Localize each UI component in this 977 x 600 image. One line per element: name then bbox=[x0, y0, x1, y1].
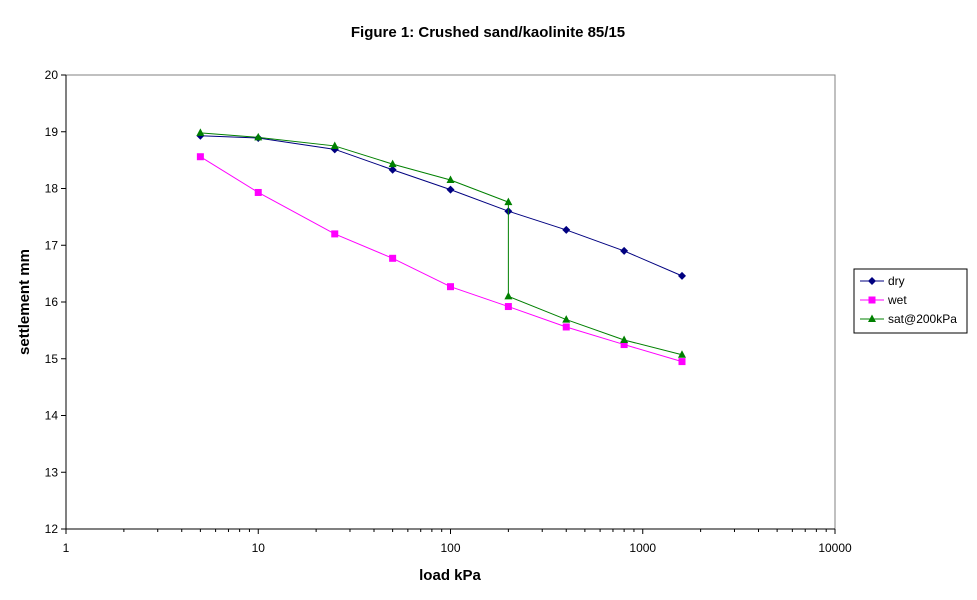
chart-title: Figure 1: Crushed sand/kaolinite 85/15 bbox=[351, 24, 625, 41]
legend-marker bbox=[868, 314, 876, 322]
legend-marker bbox=[868, 296, 876, 304]
data-point bbox=[446, 185, 455, 194]
legend-marker bbox=[868, 277, 876, 285]
data-point bbox=[447, 283, 454, 291]
data-point bbox=[504, 303, 512, 311]
series-line bbox=[200, 132, 683, 356]
legend-label: dry bbox=[888, 274, 905, 288]
data-point bbox=[677, 271, 686, 280]
data-point bbox=[620, 335, 629, 344]
data-point bbox=[504, 291, 513, 300]
data-point bbox=[562, 323, 570, 331]
x-tick-label: 1 bbox=[63, 541, 70, 555]
data-point bbox=[330, 141, 339, 149]
plot-area bbox=[65, 74, 836, 530]
legend-label: sat@200kPa bbox=[888, 312, 957, 326]
axes: 12 13 14 15 16 17 18 19 20 1 10 100 1000 10000 bbox=[45, 68, 852, 555]
series-dry bbox=[196, 131, 686, 280]
y-axis-label: settlement mm bbox=[16, 249, 33, 355]
data-point bbox=[620, 246, 629, 255]
x-tick-label: 10 bbox=[252, 541, 266, 555]
x-axis-label: load kPa bbox=[419, 567, 481, 584]
y-tick-label: 15 bbox=[45, 352, 59, 366]
y-tick-label: 20 bbox=[45, 68, 59, 82]
x-tick-label: 1000 bbox=[629, 541, 656, 555]
data-point bbox=[504, 197, 513, 206]
y-tick-label: 13 bbox=[45, 465, 59, 479]
data-point bbox=[196, 153, 204, 161]
data-point bbox=[446, 175, 455, 183]
legend-label: wet bbox=[887, 293, 907, 307]
legend: dry wet sat@200kPa bbox=[853, 268, 968, 334]
y-tick-label: 17 bbox=[45, 238, 59, 252]
y-tick-label: 14 bbox=[45, 409, 59, 423]
legend-item: sat@200kPa bbox=[860, 312, 957, 326]
data-point bbox=[678, 358, 686, 366]
y-tick-label: 12 bbox=[45, 522, 59, 536]
data-point bbox=[388, 165, 397, 174]
y-tick-label: 18 bbox=[45, 182, 59, 196]
x-tick-label: 100 bbox=[440, 541, 460, 555]
data-point bbox=[389, 254, 397, 262]
series-wet bbox=[196, 153, 686, 366]
data-point bbox=[388, 159, 397, 168]
data-point bbox=[620, 341, 628, 349]
legend-item: dry bbox=[860, 274, 905, 288]
series-sat@200kPa bbox=[196, 128, 686, 358]
series-group bbox=[196, 128, 686, 366]
x-tick-label: 10000 bbox=[818, 541, 852, 555]
y-tick-label: 19 bbox=[45, 125, 59, 139]
data-point bbox=[562, 225, 571, 234]
data-point bbox=[331, 230, 339, 238]
data-point bbox=[254, 132, 263, 141]
y-tick-label: 16 bbox=[45, 295, 59, 309]
data-point bbox=[562, 315, 571, 323]
data-point bbox=[677, 350, 686, 358]
legend-item: wet bbox=[860, 293, 907, 307]
data-point bbox=[254, 188, 262, 196]
data-point bbox=[196, 128, 205, 136]
